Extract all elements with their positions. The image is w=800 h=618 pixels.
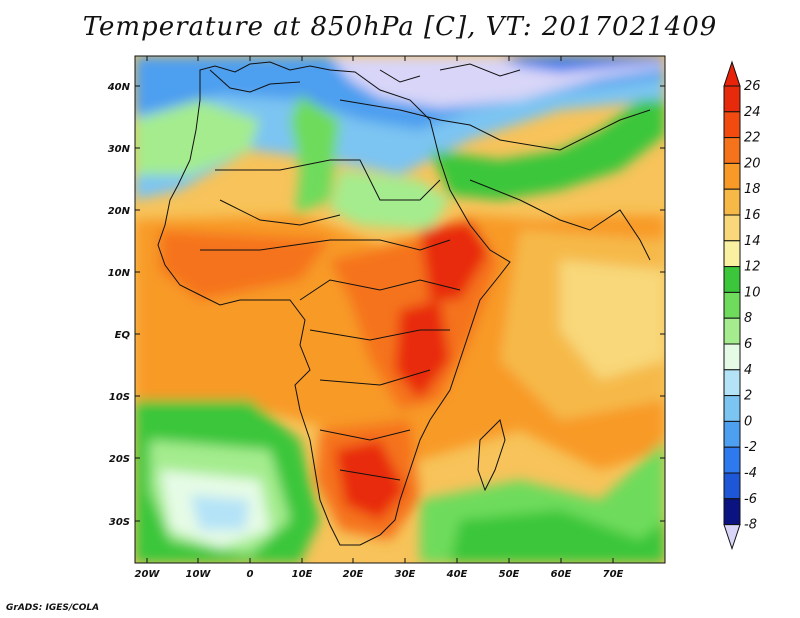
- lat-label: 10N: [108, 268, 131, 279]
- colorbar-segment: [723, 85, 741, 113]
- coastlines: [157, 61, 651, 546]
- colorbar-segment: [723, 266, 741, 293]
- colorbar-segment: [723, 395, 741, 422]
- colorbar-segment: [723, 291, 741, 319]
- colorbar-label: 4: [744, 363, 752, 378]
- colorbar-label: 6: [744, 337, 752, 352]
- lon-label: 50E: [499, 569, 520, 580]
- colorbar-label: 26: [744, 79, 761, 94]
- colorbar-label: -8: [744, 518, 757, 533]
- lon-label: 60E: [551, 569, 572, 580]
- colorbar-over-arrow: [723, 60, 741, 87]
- colorbar-segment: [723, 343, 741, 371]
- colorbar-label: 24: [744, 105, 761, 120]
- lon-label: 20E: [343, 569, 364, 580]
- colorbar-segment: [723, 188, 741, 216]
- map-title: Temperature at 850hPa [C], VT: 201702140…: [82, 12, 718, 42]
- colorbar-label: 12: [744, 260, 761, 275]
- colorbar-label: -4: [744, 466, 757, 481]
- colorbar-segment: [723, 214, 741, 242]
- lon-label: 30E: [395, 569, 416, 580]
- colorbar-segment: [723, 240, 741, 268]
- colorbar-label: 20: [744, 156, 761, 171]
- colorbar-under-arrow: [723, 524, 741, 551]
- lon-label: 20W: [135, 569, 161, 580]
- lat-label: 20S: [109, 454, 130, 465]
- lon-label: 10W: [186, 569, 212, 580]
- colorbar-segment: [723, 137, 741, 164]
- colorbar-segment: [723, 317, 741, 345]
- colorbar-label: 14: [744, 234, 761, 249]
- colorbar-label: -6: [744, 492, 757, 507]
- plot-frame: [134, 55, 666, 564]
- colorbar-label: -2: [744, 440, 757, 455]
- colorbar-segment: [723, 472, 741, 500]
- colorbar-segment: [723, 446, 741, 474]
- colorbar-label: 0: [744, 414, 752, 429]
- colorbar-segment: [723, 420, 741, 448]
- lat-label: 20N: [108, 206, 131, 217]
- lat-label: 40N: [107, 82, 131, 93]
- lon-label: 10E: [292, 569, 313, 580]
- colorbar-segment: [723, 162, 741, 190]
- lon-label: 0: [247, 569, 254, 580]
- colorbar-segment: [723, 369, 741, 397]
- colorbar-label: 8: [744, 311, 752, 326]
- colorbar-label: 22: [744, 131, 761, 146]
- colorbar-label: 10: [744, 285, 761, 300]
- temperature-field: [135, 56, 665, 563]
- longitude-axis: 20W 10W 0 10E 20E 30E 40E 50E 60E 70E: [135, 56, 624, 580]
- lat-label: 10S: [109, 392, 130, 403]
- grads-credit: GrADS: IGES/COLA: [6, 603, 100, 613]
- latitude-axis: 40N 30N 20N 10N EQ 10S 20S 30S: [107, 82, 665, 528]
- colorbar-label: 16: [744, 208, 761, 223]
- lat-label: 30S: [109, 517, 130, 528]
- lat-label: 30N: [108, 144, 131, 155]
- colorbar-segment: [723, 498, 741, 526]
- lon-label: 70E: [603, 569, 624, 580]
- colorbar-label: 18: [744, 182, 761, 197]
- colorbar-label: 2: [744, 389, 752, 404]
- lat-label: EQ: [115, 330, 131, 341]
- lon-label: 40E: [446, 569, 468, 580]
- colorbar-segment: [723, 111, 741, 139]
